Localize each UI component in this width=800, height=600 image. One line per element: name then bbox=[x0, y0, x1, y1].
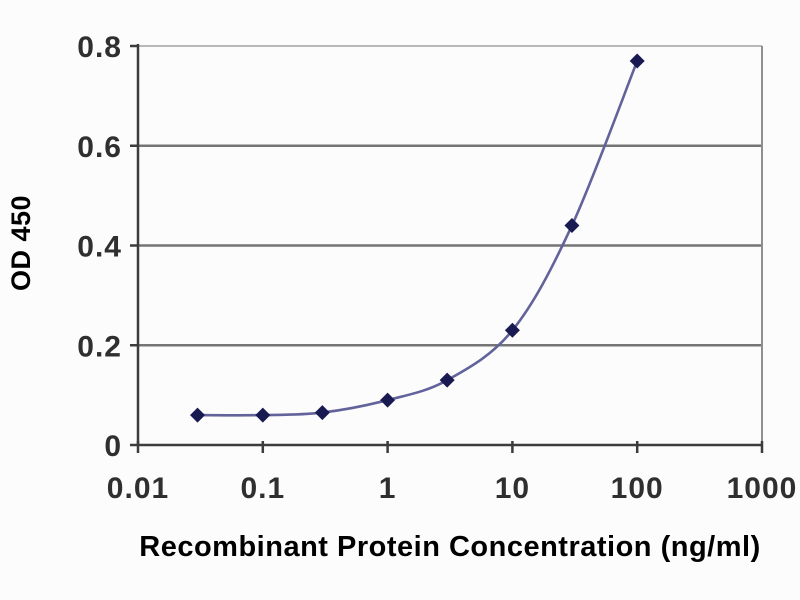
data-point-marker bbox=[380, 392, 396, 408]
x-tick-label: 0.01 bbox=[107, 472, 169, 505]
x-tick-label: 100 bbox=[611, 472, 664, 505]
x-tick-label: 10 bbox=[495, 472, 530, 505]
data-point-marker bbox=[504, 322, 520, 338]
x-tick-label: 1000 bbox=[727, 472, 798, 505]
x-axis-title: Recombinant Protein Concentration (ng/ml… bbox=[139, 531, 760, 563]
x-tick-label: 1 bbox=[379, 472, 397, 505]
data-point-marker bbox=[564, 218, 580, 234]
data-point-marker bbox=[439, 372, 455, 388]
tick-label-layer: 0 0.2 0.4 0.6 0.8 0.01 0.1 1 10 100 1000 bbox=[77, 31, 798, 505]
y-tick-label: 0.2 bbox=[77, 330, 122, 363]
axis-layer bbox=[130, 44, 764, 453]
data-point-marker bbox=[255, 407, 271, 423]
y-tick-label: 0 bbox=[104, 430, 122, 463]
y-tick-label: 0.8 bbox=[77, 31, 122, 64]
series-layer bbox=[190, 53, 645, 423]
y-tick-label: 0.6 bbox=[77, 131, 122, 164]
y-tick-label: 0.4 bbox=[77, 231, 122, 264]
data-point-marker bbox=[314, 405, 330, 421]
series-line bbox=[196, 59, 639, 417]
data-point-marker bbox=[629, 53, 645, 69]
grid-layer bbox=[138, 45, 763, 445]
x-tick-label: 0.1 bbox=[240, 472, 285, 505]
y-axis-title: OD 450 bbox=[6, 195, 36, 291]
data-point-marker bbox=[190, 407, 206, 423]
